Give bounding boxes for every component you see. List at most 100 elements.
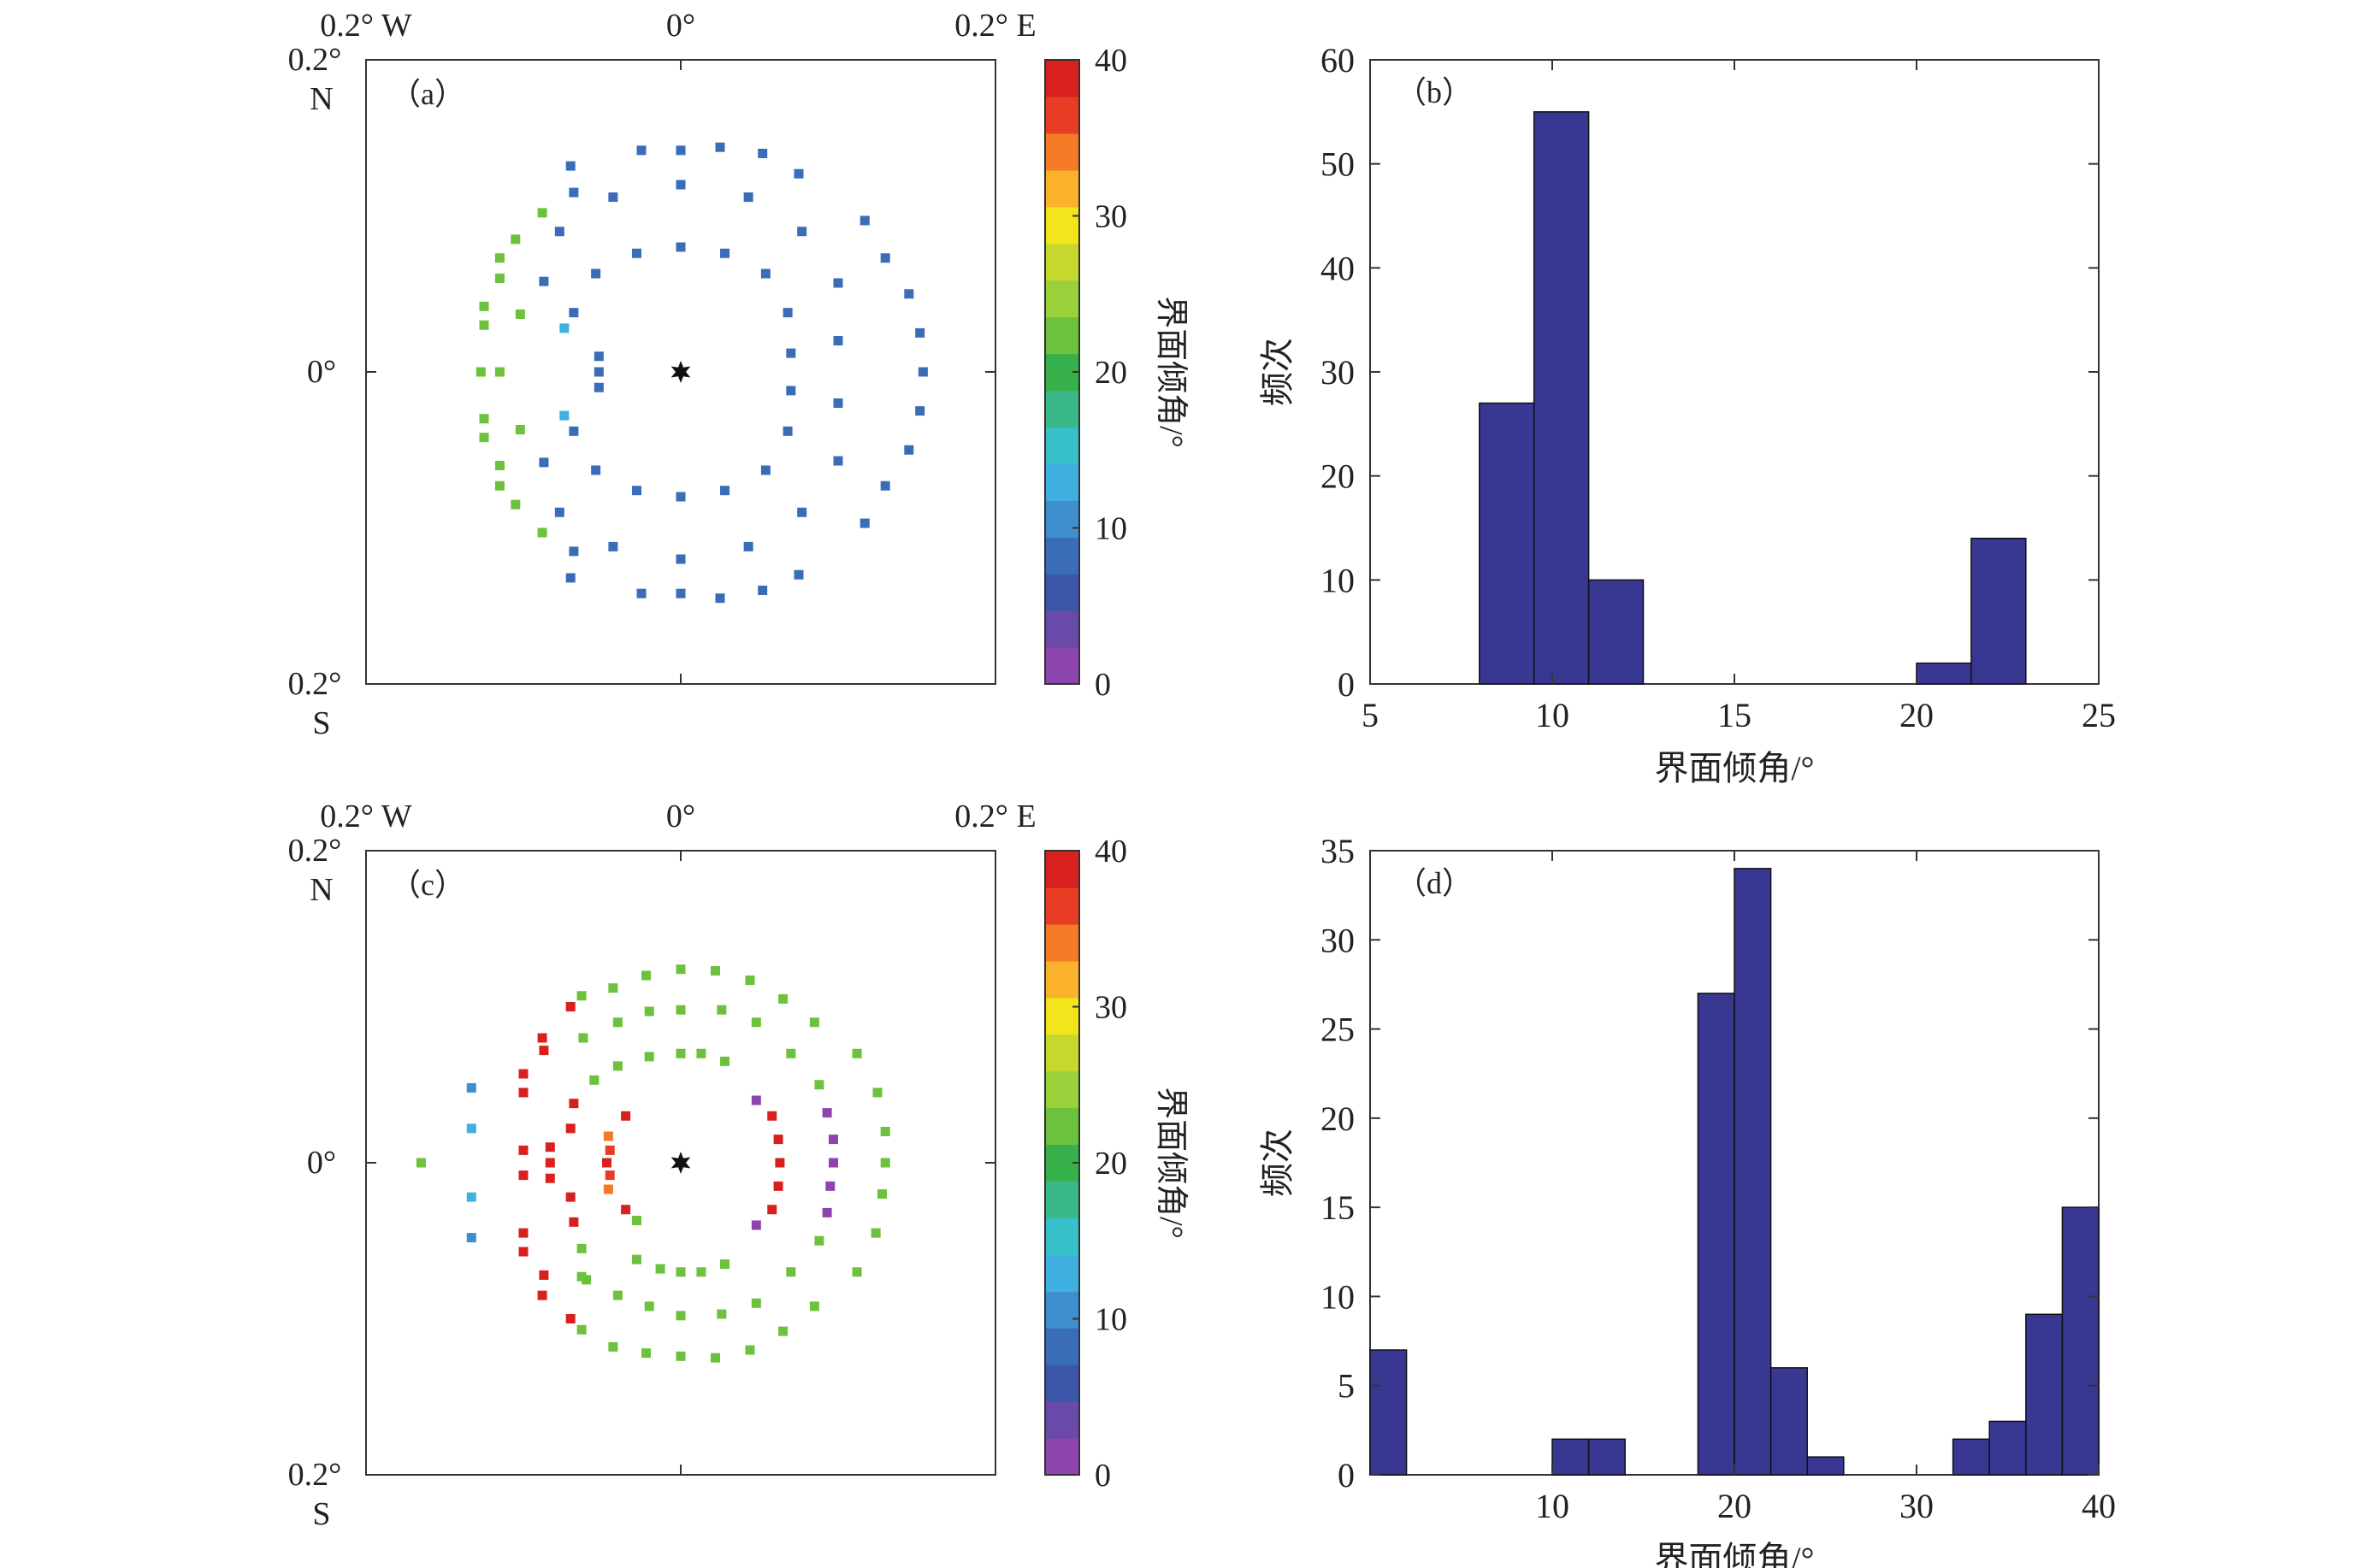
data-point: [745, 1345, 755, 1355]
y-tick-label: 30: [1320, 353, 1355, 392]
data-point: [676, 964, 686, 975]
colorbar-segment: [1045, 1254, 1079, 1292]
histogram-bar: [1806, 1456, 1845, 1476]
colorbar-label: 界面倾角/°: [1153, 1087, 1189, 1239]
data-point: [767, 1205, 777, 1215]
data-point: [565, 1192, 576, 1202]
lat-label-s: S: [312, 1496, 330, 1532]
data-point: [578, 1033, 588, 1043]
colorbar-tick-label: 10: [1095, 511, 1127, 547]
data-point: [494, 480, 505, 491]
data-point: [797, 507, 807, 517]
data-point: [554, 227, 564, 237]
data-point: [676, 180, 686, 190]
data-point: [545, 1158, 555, 1168]
data-point: [676, 145, 686, 156]
y-tick-label: 15: [1320, 1188, 1355, 1227]
data-point: [569, 1217, 579, 1227]
data-point: [608, 983, 618, 993]
data-point: [539, 457, 549, 468]
data-point: [636, 588, 647, 598]
data-point: [786, 386, 796, 396]
data-point: [518, 1170, 529, 1181]
x-axis-label: 界面倾角/°: [1654, 749, 1814, 787]
lat-label-south: 0.2°: [288, 666, 342, 702]
data-point: [565, 1002, 576, 1011]
data-point: [602, 1158, 612, 1168]
colorbar-tick-label: 40: [1095, 43, 1127, 79]
data-point: [416, 1158, 426, 1168]
colorbar-segment: [1045, 647, 1079, 685]
x-axis-label: 界面倾角/°: [1654, 1540, 1814, 1568]
data-point: [877, 1189, 888, 1199]
data-point: [786, 348, 796, 358]
data-point: [565, 161, 576, 171]
histogram-bar: [1587, 1438, 1626, 1476]
colorbar-segment: [1045, 169, 1079, 208]
y-tick-label: 60: [1320, 41, 1355, 80]
data-point: [852, 1267, 862, 1277]
data-point: [751, 1095, 761, 1105]
data-point: [676, 492, 686, 502]
data-point: [565, 1314, 576, 1323]
data-point: [631, 248, 641, 258]
data-point: [537, 528, 547, 538]
data-point: [828, 1158, 838, 1168]
data-point: [539, 1270, 549, 1280]
y-tick-label: 10: [1320, 561, 1355, 599]
data-point: [559, 323, 570, 333]
histogram-bar: [1734, 868, 1772, 1476]
data-point: [569, 426, 579, 436]
colorbar-tick-label: 10: [1095, 1302, 1127, 1338]
data-point: [809, 1301, 819, 1312]
data-point: [915, 327, 925, 338]
data-point: [608, 541, 618, 551]
y-axis-label: 频次: [1258, 338, 1297, 406]
data-point: [880, 1127, 890, 1136]
data-point: [778, 1326, 789, 1336]
data-point: [594, 351, 604, 362]
data-point: [833, 336, 843, 345]
data-point: [778, 993, 789, 1004]
data-point: [655, 1264, 665, 1274]
data-point: [466, 1233, 476, 1243]
data-point: [641, 1348, 652, 1359]
data-point: [786, 1267, 796, 1277]
data-point: [511, 499, 521, 510]
y-tick-label: 35: [1320, 832, 1355, 870]
data-point: [767, 1111, 777, 1121]
data-point: [758, 149, 768, 158]
data-point: [479, 301, 489, 311]
data-point: [872, 1088, 883, 1098]
data-point: [518, 1088, 529, 1098]
lon-label-east: 0.2° E: [954, 8, 1036, 44]
data-point: [631, 1254, 641, 1264]
data-point: [608, 192, 618, 203]
data-point: [715, 142, 725, 152]
colorbar-segment: [1045, 280, 1079, 318]
data-point: [621, 1205, 631, 1215]
colorbar-segment: [1045, 574, 1079, 611]
data-point: [569, 546, 579, 557]
lat-label-s: S: [312, 705, 330, 741]
data-point: [612, 1061, 623, 1071]
histogram-bar: [1479, 402, 1535, 685]
colorbar-segment: [1045, 610, 1079, 648]
y-axis-label: 频次: [1258, 1129, 1297, 1197]
histogram-bar: [1970, 537, 2027, 685]
lon-label-center: 0°: [666, 799, 695, 834]
data-point: [833, 456, 843, 466]
data-point: [786, 1048, 796, 1058]
panel-label: （a）: [390, 77, 465, 111]
data-point: [545, 1142, 555, 1152]
data-point: [466, 1123, 476, 1134]
panel-label: （d）: [1396, 866, 1473, 900]
histogram-bar: [1533, 111, 1590, 685]
data-point: [783, 426, 793, 436]
data-point: [494, 367, 505, 377]
histogram-bar: [1916, 662, 1972, 685]
data-point: [569, 308, 579, 318]
data-point: [904, 445, 914, 455]
data-point: [775, 1158, 785, 1168]
